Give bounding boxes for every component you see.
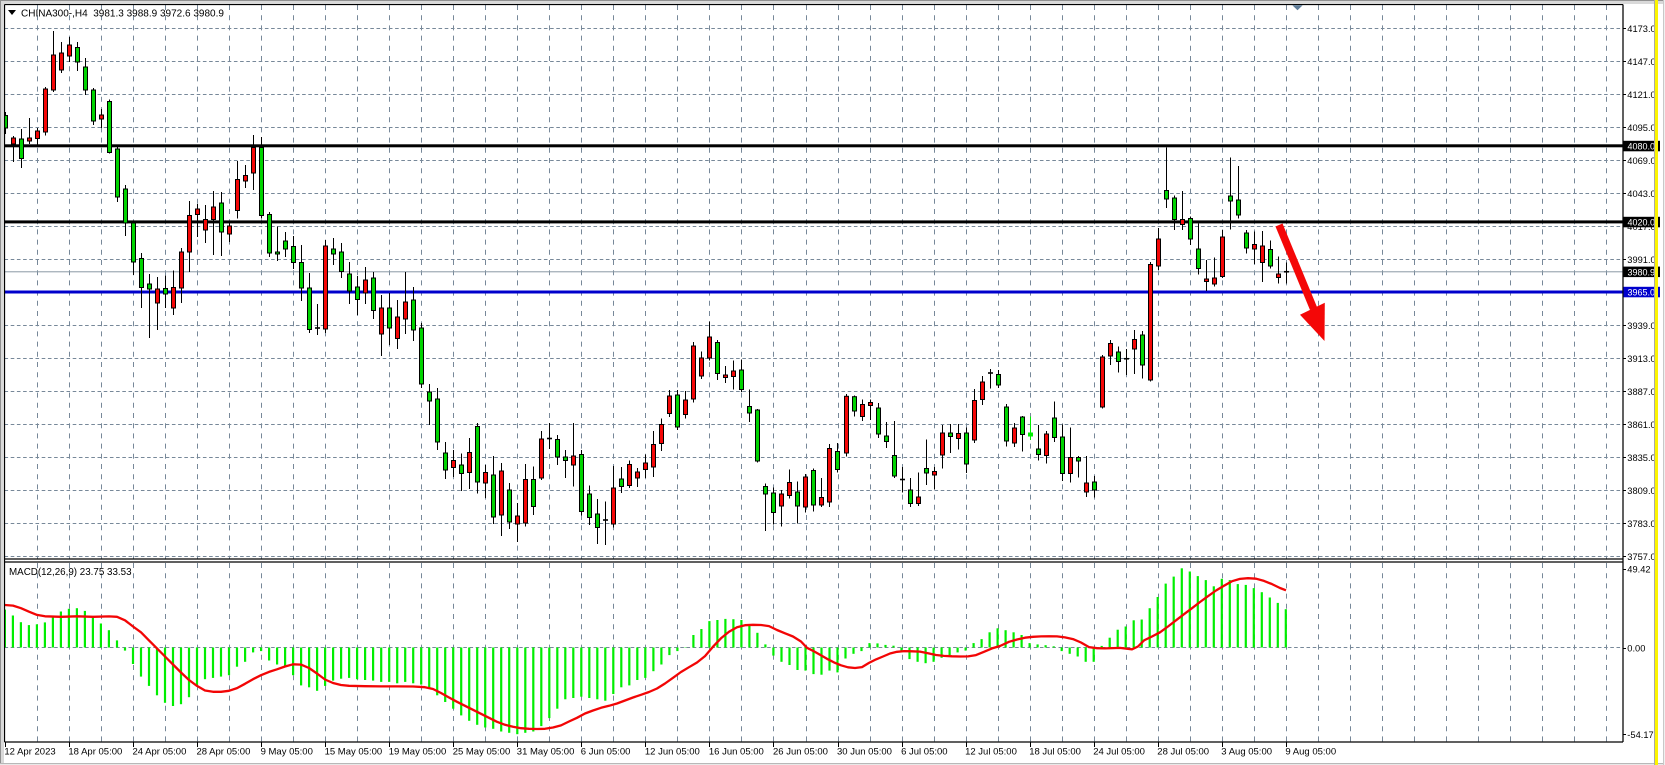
- svg-text:49.42: 49.42: [1627, 565, 1650, 575]
- svg-text:4080.0: 4080.0: [1628, 142, 1656, 152]
- svg-text:19 May 05:00: 19 May 05:00: [389, 747, 447, 758]
- svg-text:4121.0: 4121.0: [1627, 90, 1655, 100]
- svg-text:4069.0: 4069.0: [1627, 156, 1655, 166]
- svg-text:18 Apr 05:00: 18 Apr 05:00: [68, 747, 122, 758]
- svg-text:3 Aug 05:00: 3 Aug 05:00: [1221, 747, 1272, 758]
- svg-text:4020.0: 4020.0: [1628, 218, 1656, 228]
- svg-text:3965.0: 3965.0: [1628, 288, 1656, 298]
- svg-text:12 Apr 2023: 12 Apr 2023: [4, 747, 55, 758]
- svg-text:3809.0: 3809.0: [1627, 486, 1655, 496]
- svg-text:26 Jun 05:00: 26 Jun 05:00: [773, 747, 828, 758]
- svg-text:4173.0: 4173.0: [1627, 24, 1655, 34]
- svg-text:6 Jun 05:00: 6 Jun 05:00: [581, 747, 631, 758]
- svg-text:0.00: 0.00: [1627, 643, 1645, 653]
- svg-text:3783.0: 3783.0: [1627, 519, 1655, 529]
- svg-text:25 May 05:00: 25 May 05:00: [453, 747, 511, 758]
- svg-text:3980.9: 3980.9: [1628, 268, 1656, 278]
- svg-text:4147.0: 4147.0: [1627, 57, 1655, 67]
- svg-text:12 Jul 05:00: 12 Jul 05:00: [965, 747, 1017, 758]
- svg-text:30 Jun 05:00: 30 Jun 05:00: [837, 747, 892, 758]
- svg-text:3757.0: 3757.0: [1627, 552, 1655, 562]
- svg-text:3835.0: 3835.0: [1627, 453, 1655, 463]
- svg-text:4043.0: 4043.0: [1627, 189, 1655, 199]
- svg-text:MACD(12,26,9) 23.75 33.53: MACD(12,26,9) 23.75 33.53: [9, 567, 132, 578]
- svg-text:24 Jul 05:00: 24 Jul 05:00: [1093, 747, 1145, 758]
- svg-text:3913.0: 3913.0: [1627, 354, 1655, 364]
- svg-text:3861.0: 3861.0: [1627, 420, 1655, 430]
- svg-text:18 Jul 05:00: 18 Jul 05:00: [1029, 747, 1081, 758]
- svg-text:9 May 05:00: 9 May 05:00: [261, 747, 313, 758]
- svg-text:CHINA300-,H4 3981.3 3988.9 39: CHINA300-,H4 3981.3 3988.9 3972.6 3980.9: [21, 9, 224, 20]
- svg-text:28 Jul 05:00: 28 Jul 05:00: [1157, 747, 1209, 758]
- svg-text:9 Aug 05:00: 9 Aug 05:00: [1285, 747, 1336, 758]
- svg-text:16 Jun 05:00: 16 Jun 05:00: [709, 747, 764, 758]
- svg-text:-54.17: -54.17: [1627, 730, 1653, 740]
- svg-text:3887.0: 3887.0: [1627, 387, 1655, 397]
- svg-text:3939.0: 3939.0: [1627, 321, 1655, 331]
- svg-text:15 May 05:00: 15 May 05:00: [325, 747, 383, 758]
- svg-text:3991.0: 3991.0: [1627, 255, 1655, 265]
- svg-text:24 Apr 05:00: 24 Apr 05:00: [133, 747, 187, 758]
- svg-text:4095.0: 4095.0: [1627, 123, 1655, 133]
- svg-text:12 Jun 05:00: 12 Jun 05:00: [645, 747, 700, 758]
- svg-text:31 May 05:00: 31 May 05:00: [517, 747, 575, 758]
- svg-text:6 Jul 05:00: 6 Jul 05:00: [901, 747, 947, 758]
- svg-text:28 Apr 05:00: 28 Apr 05:00: [197, 747, 251, 758]
